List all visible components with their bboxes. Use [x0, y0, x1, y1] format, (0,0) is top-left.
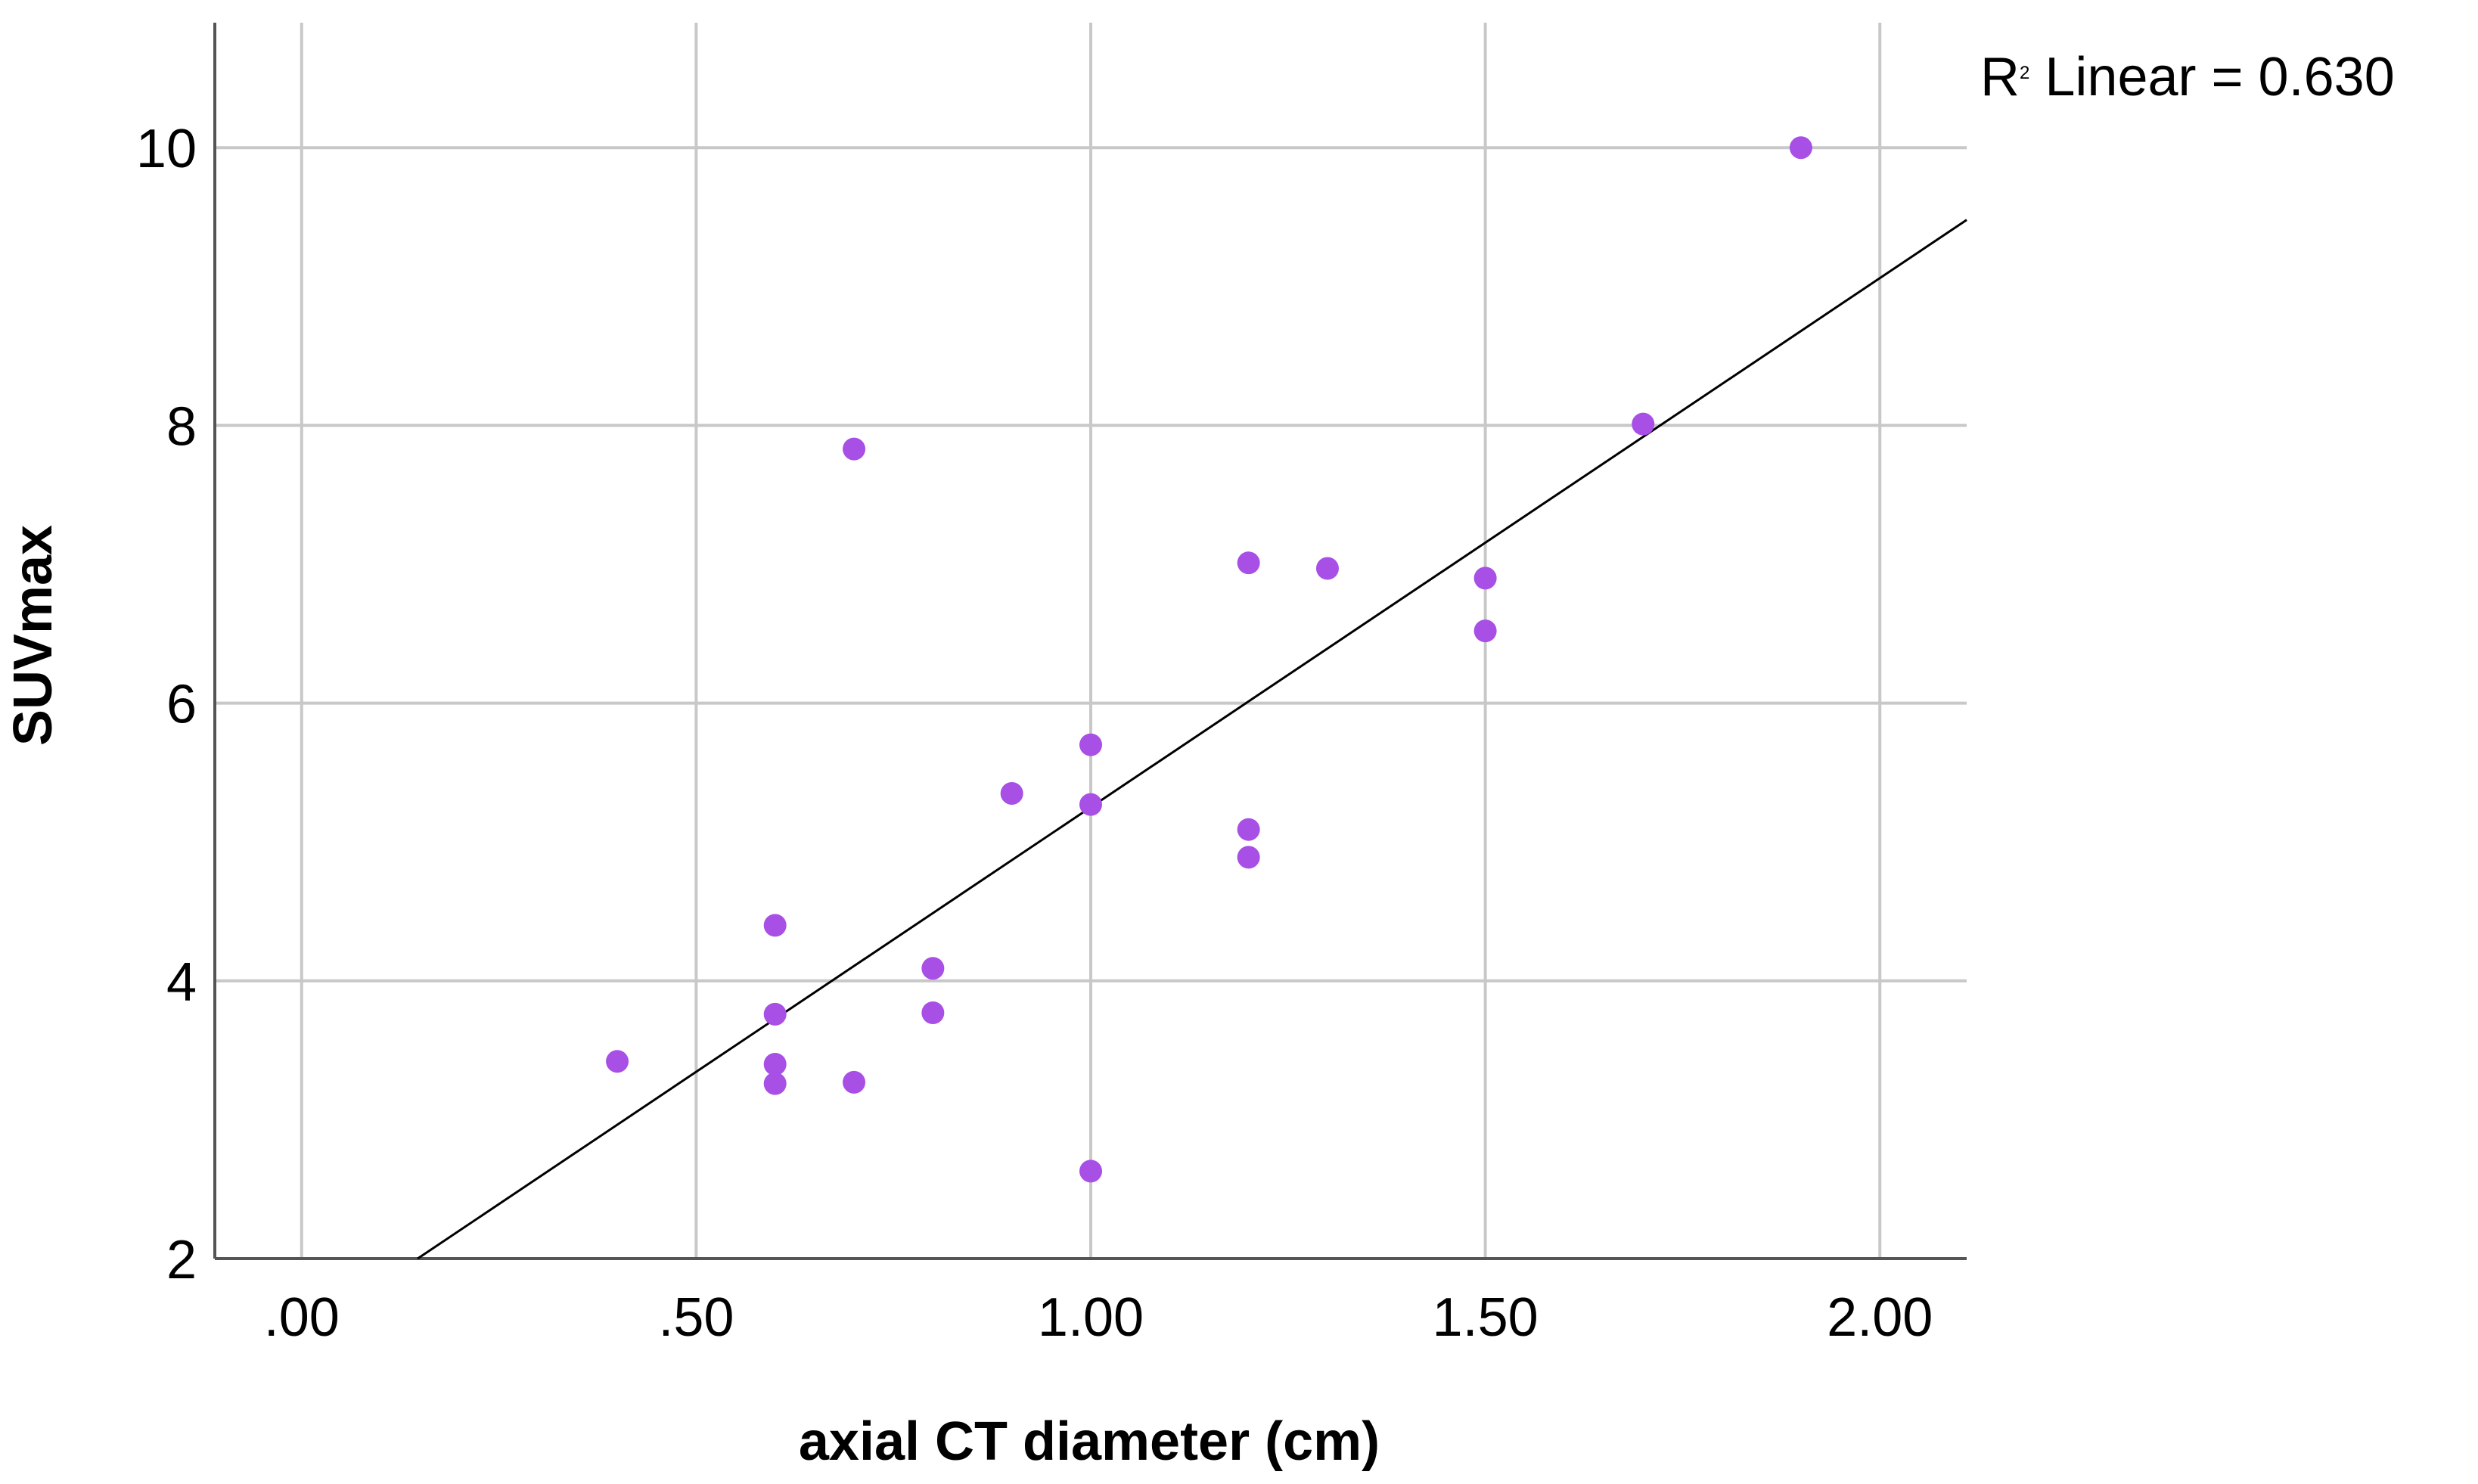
data-point-12 — [1079, 1160, 1102, 1183]
data-point-18 — [1473, 619, 1497, 643]
data-point-8 — [921, 1001, 945, 1025]
data-point-13 — [1237, 551, 1260, 575]
data-point-17 — [1473, 567, 1497, 590]
data-point-19 — [1632, 412, 1655, 436]
x-tick-label-3: 1.50 — [1433, 1287, 1539, 1348]
r-squared-annotation: R2 Linear = 0.630 — [1980, 47, 2395, 107]
r-squared-value: Linear = 0.630 — [2045, 47, 2394, 107]
x-tick-label-0: .00 — [264, 1287, 340, 1348]
x-axis-title: axial CT diameter (cm) — [799, 1411, 1380, 1472]
data-point-6 — [843, 1070, 866, 1094]
y-tick-labels: 2 4 6 8 10 — [136, 119, 197, 1290]
x-tick-label-2: 1.00 — [1038, 1287, 1144, 1348]
data-point-20 — [1789, 136, 1812, 160]
x-tick-labels: .00 .50 1.00 1.50 2.00 — [264, 1287, 1933, 1348]
r-squared-superscript: 2 — [2020, 63, 2029, 83]
data-point-11 — [1079, 793, 1102, 816]
data-point-3 — [763, 1052, 787, 1076]
linear-fit-line — [417, 219, 1967, 1260]
fit-line-group — [417, 219, 1967, 1260]
y-tick-label-0: 2 — [166, 1230, 197, 1290]
data-point-9 — [1000, 781, 1023, 805]
data-point-10 — [1079, 733, 1102, 756]
y-tick-label-1: 4 — [166, 952, 197, 1013]
y-tick-label-2: 6 — [166, 675, 197, 735]
data-point-16 — [1315, 557, 1339, 580]
grid-lines — [215, 23, 1967, 1259]
data-point-2 — [763, 1002, 787, 1026]
y-tick-label-3: 8 — [166, 396, 197, 457]
data-point-14 — [1237, 818, 1260, 841]
r-squared-r: R — [1980, 47, 2020, 107]
y-axis-title: SUVmax — [3, 525, 64, 746]
data-point-4 — [763, 1072, 787, 1095]
x-tick-label-1: .50 — [658, 1287, 734, 1348]
x-tick-label-4: 2.00 — [1827, 1287, 1933, 1348]
axes — [213, 23, 1967, 1260]
data-point-0 — [606, 1050, 629, 1073]
data-points — [606, 136, 1812, 1183]
data-point-7 — [921, 957, 945, 980]
data-point-5 — [843, 437, 866, 461]
data-point-15 — [1237, 846, 1260, 869]
y-tick-label-4: 10 — [136, 119, 197, 179]
data-point-1 — [763, 914, 787, 937]
